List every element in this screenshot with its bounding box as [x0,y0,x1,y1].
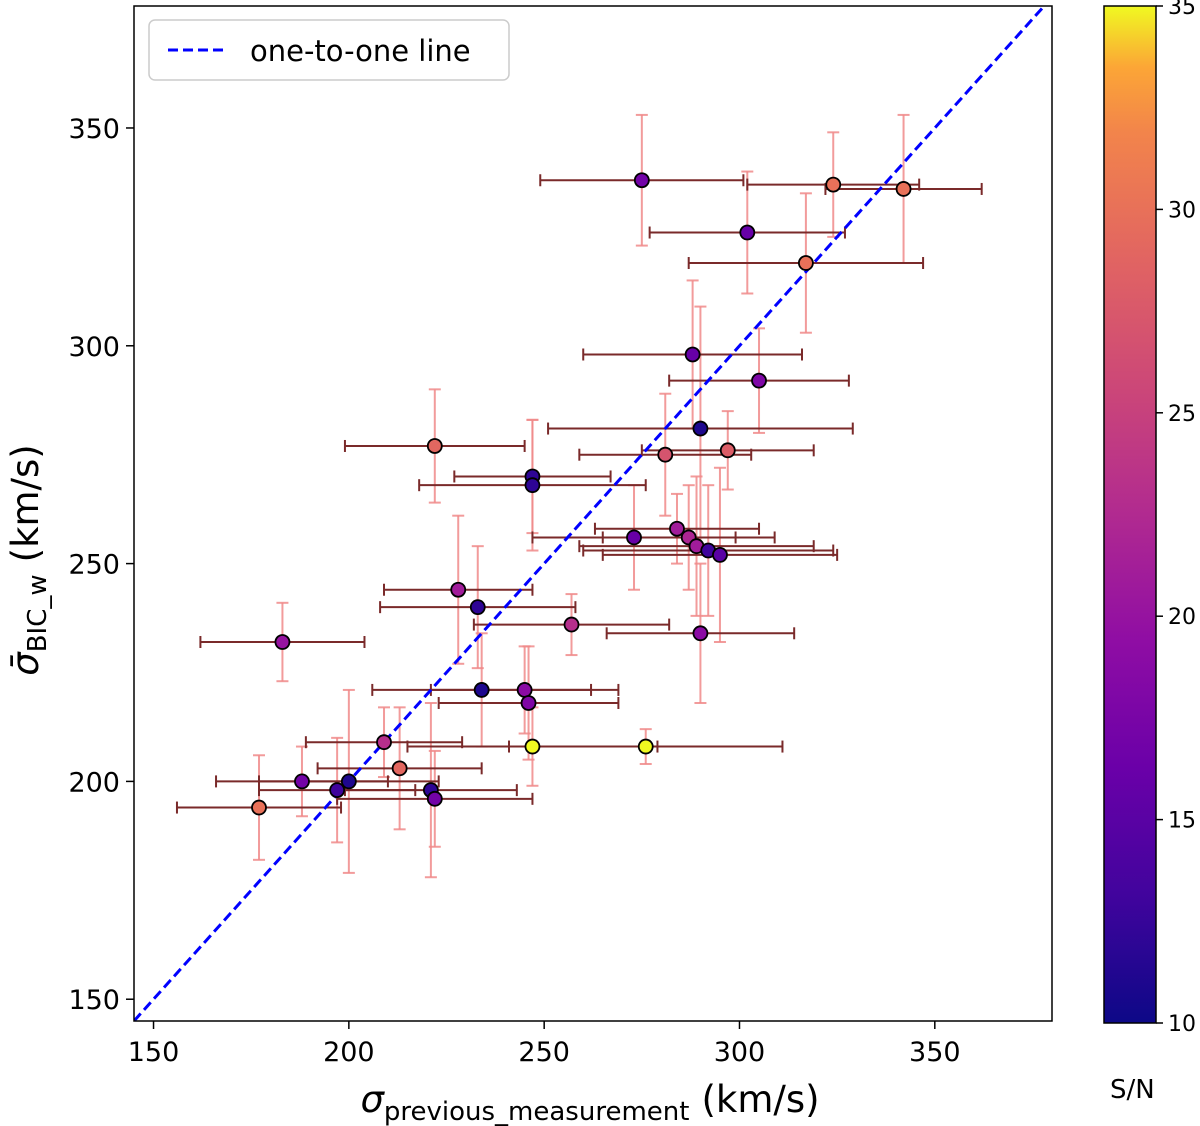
data-point [391,760,408,777]
data-point [825,176,842,193]
y-tick-label: 300 [68,332,120,363]
data-point [516,682,533,698]
data-point [563,616,580,633]
one-to-one-line [134,6,1046,1021]
data-point [684,346,701,363]
y-axis-label-sub: BIC_w [23,574,53,652]
data-point [329,782,346,799]
x-axis-label-unit: (km/s) [701,1078,819,1121]
data-point [657,446,674,463]
data-point [294,773,310,790]
data-point [520,695,537,711]
x-axis-label: σprevious_measurement (km/s) [360,1078,819,1126]
x-axis-label-sub: previous_measurement [384,1097,690,1126]
data-point [376,734,392,751]
colorbar-label: S/N [1110,1075,1155,1105]
data-point [450,581,467,598]
x-tick-label: 200 [323,1037,375,1068]
colorbar-tick-label: 10 [1168,1012,1196,1037]
y-axis-label-unit: (km/s) [4,444,47,562]
legend: one-to-one line [148,19,510,81]
y-tick-label: 200 [68,767,120,798]
y-tick-label: 250 [68,550,120,581]
colorbar-tick-label: 35 [1168,0,1196,20]
x-tick-label: 350 [909,1037,961,1068]
data-point [751,372,767,389]
data-point [274,634,291,650]
data-point [633,172,650,189]
data-point [251,799,267,816]
x-tick-label: 250 [518,1037,570,1068]
data-point [637,738,654,755]
x-tick-label: 300 [714,1037,766,1068]
data-point [895,181,912,197]
data-point [739,224,756,241]
legend-label: one-to-one line [250,34,471,68]
data-point [524,477,541,494]
data-point [524,738,541,755]
x-axis-label-symbol: σ [360,1078,385,1121]
data-point [669,520,685,537]
data-point [340,773,357,790]
y-tick-label: 150 [68,985,120,1016]
data-point [473,682,490,698]
data-point [469,599,486,616]
data-point [797,255,814,271]
y-axis-label-symbol: σ̄ [4,651,47,676]
colorbar-tick-label: 20 [1168,605,1196,630]
colorbar-tick-label: 25 [1168,402,1196,427]
data-point [719,442,736,459]
data-point [426,790,443,807]
colorbar-tick-label: 30 [1168,198,1196,223]
y-axis-label: σ̄BIC_w (km/s) [4,444,53,675]
x-tick-label: 150 [128,1037,180,1068]
colorbar-gradient [1103,5,1157,1024]
colorbar: 10 15 20 25 30 35 S/N [1103,0,1196,1105]
plot-frame [133,5,1053,1022]
data-point [692,625,709,642]
data-point [692,420,709,437]
y-tick-label: 350 [68,114,120,145]
data-point [626,529,642,546]
colorbar-tick-label: 15 [1168,809,1196,834]
data-point [712,546,728,563]
legend-box [148,19,510,81]
data-point [426,438,443,454]
